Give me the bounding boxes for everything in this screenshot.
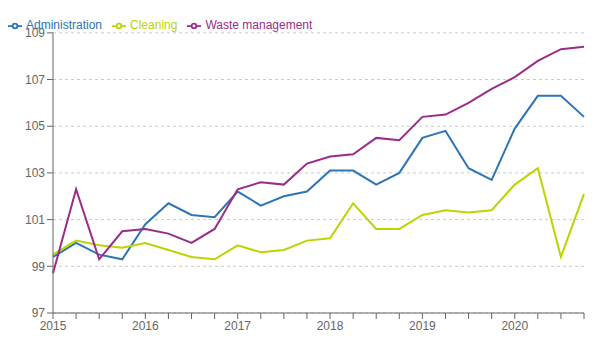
svg-text:2018: 2018: [317, 319, 344, 333]
svg-text:2016: 2016: [132, 319, 159, 333]
svg-text:2019: 2019: [409, 319, 436, 333]
svg-text:101: 101: [25, 213, 45, 227]
svg-text:105: 105: [25, 119, 45, 133]
svg-text:107: 107: [25, 73, 45, 87]
svg-text:109: 109: [25, 26, 45, 40]
svg-text:97: 97: [32, 306, 46, 320]
svg-text:99: 99: [32, 260, 46, 274]
svg-text:103: 103: [25, 166, 45, 180]
svg-text:2015: 2015: [40, 319, 67, 333]
svg-text:2017: 2017: [224, 319, 251, 333]
svg-text:2020: 2020: [501, 319, 528, 333]
